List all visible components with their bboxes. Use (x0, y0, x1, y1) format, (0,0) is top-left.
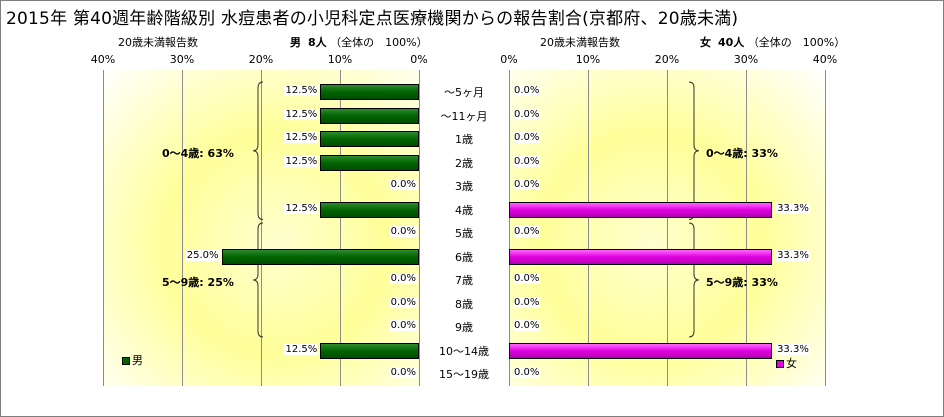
female-bar (509, 248, 773, 265)
female-data-label: 33.3% (776, 343, 810, 355)
male-data-label: 0.0% (389, 367, 417, 378)
female-gridline (667, 70, 668, 386)
age-category-label: 15～19歳 (439, 368, 489, 381)
male-data-label: 12.5% (284, 108, 319, 120)
female-data-label: 0.0% (513, 296, 541, 308)
female-data-label: 0.0% (513, 155, 541, 167)
male-share: （全体の 100%） (330, 36, 428, 49)
age-category-label: 3歳 (455, 180, 473, 193)
age-category-label: 4歳 (455, 203, 473, 217)
male-tick-label: 20% (248, 53, 274, 66)
female-sex-label: 女 (700, 36, 711, 49)
female-data-label: 0.0% (513, 108, 541, 120)
male-tick-label: 30% (169, 53, 195, 66)
female-data-label: 0.0% (513, 273, 541, 284)
female-bar (509, 342, 773, 359)
male-data-label: 0.0% (389, 179, 417, 190)
male-data-label: 0.0% (389, 320, 417, 331)
male-tick-label: 10% (327, 53, 353, 66)
chart-title: 2015年 第40週年齢階級別 水痘患者の小児科定点医療機関からの報告割合(京都… (6, 9, 739, 29)
female-tick-label: 20% (654, 53, 680, 66)
female-tick-label: 10% (575, 53, 601, 66)
age-category-label: 8歳 (455, 297, 473, 311)
male-legend-swatch (122, 357, 130, 365)
female-gridline (746, 70, 747, 386)
male-tick-label: 40% (90, 53, 116, 66)
male-gridline (419, 70, 420, 386)
male-bar (320, 154, 419, 171)
male-data-label: 12.5% (284, 343, 319, 355)
female-gridline (825, 70, 826, 386)
male-data-label: 0.0% (389, 226, 417, 237)
male-bar (221, 248, 419, 265)
group-brace (688, 81, 700, 220)
male-gridline (340, 70, 341, 386)
female-count: 40人 (718, 36, 745, 49)
male-legend: 男 (122, 352, 143, 368)
male-gridline (261, 70, 262, 386)
female-data-label: 0.0% (513, 179, 541, 190)
female-data-label: 0.0% (513, 132, 541, 143)
age-category-label: 7歳 (455, 274, 473, 287)
female-legend-swatch (776, 360, 784, 368)
female-header: 女 40人 （全体の 100%） (700, 34, 845, 50)
age-category-label: 6歳 (455, 250, 473, 264)
female-data-label: 33.3% (776, 202, 810, 214)
female-bar (509, 201, 773, 218)
female-legend: 女 (776, 355, 797, 371)
female-gridline (588, 70, 589, 386)
age-category-label: 1歳 (455, 133, 473, 146)
female-axis-label: 20歳未満報告数 (540, 36, 620, 49)
male-group-note: 5～9歳: 25% (162, 276, 234, 289)
male-bar (320, 107, 419, 124)
age-category-label: 9歳 (455, 321, 473, 334)
male-data-label: 12.5% (284, 132, 319, 143)
female-plot-area (509, 70, 826, 386)
male-bar (320, 84, 419, 100)
female-data-label: 33.3% (776, 249, 810, 261)
age-category-label: 10～14歳 (439, 344, 489, 358)
male-data-label: 12.5% (284, 85, 319, 96)
group-brace (252, 222, 264, 338)
group-brace (252, 81, 264, 220)
age-category-label: ～5ヶ月 (444, 86, 484, 99)
male-bar (320, 342, 419, 359)
age-category-label: ～11ヶ月 (440, 109, 488, 123)
male-data-label: 12.5% (284, 155, 319, 167)
male-tick-label: 0% (410, 53, 428, 66)
male-data-label: 12.5% (284, 202, 319, 214)
male-gridline (103, 70, 104, 386)
male-header: 男 8人 （全体の 100%） (290, 34, 428, 50)
female-data-label: 0.0% (513, 85, 541, 96)
male-legend-label: 男 (132, 354, 143, 367)
male-data-label: 0.0% (389, 273, 417, 284)
male-gridline (182, 70, 183, 386)
female-data-label: 0.0% (513, 367, 541, 378)
age-category-label: 2歳 (455, 156, 473, 170)
female-group-note: 5～9歳: 33% (706, 276, 778, 289)
male-count: 8人 (308, 36, 327, 49)
male-data-label: 25.0% (185, 249, 220, 261)
male-axis-label: 20歳未満報告数 (118, 36, 198, 49)
female-tick-label: 0% (500, 53, 518, 66)
male-bar (320, 131, 419, 147)
female-share: （全体の 100%） (747, 36, 846, 49)
male-bar (320, 201, 419, 218)
female-tick-label: 30% (733, 53, 759, 66)
age-category-label: 5歳 (455, 227, 473, 240)
female-gridline (509, 70, 510, 386)
female-legend-label: 女 (786, 357, 797, 370)
female-tick-label: 40% (812, 53, 838, 66)
male-group-note: 0～4歳: 63% (162, 146, 234, 160)
male-data-label: 0.0% (389, 296, 417, 308)
group-brace (688, 222, 700, 338)
female-data-label: 0.0% (513, 226, 541, 237)
female-group-note: 0～4歳: 33% (706, 146, 778, 160)
female-data-label: 0.0% (513, 320, 541, 331)
male-sex-label: 男 (290, 36, 301, 49)
